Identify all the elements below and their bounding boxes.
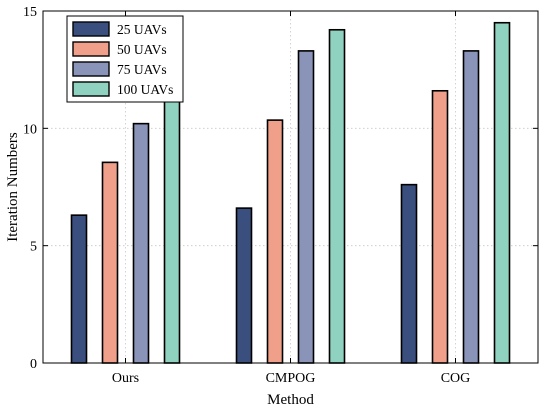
grid-lines xyxy=(43,11,538,363)
legend-label-50-uavs: 50 UAVs xyxy=(117,42,167,57)
bar-75-uavs-cog xyxy=(462,50,480,364)
legend-label-100-uavs: 100 UAVs xyxy=(117,82,173,97)
legend-label-75-uavs: 75 UAVs xyxy=(117,62,167,77)
legend-swatch-75-uavs xyxy=(72,61,110,77)
legend-swatch-50-uavs xyxy=(72,41,110,57)
bar-75-uavs-cmpog xyxy=(297,50,315,364)
axis-ticks: 0 5 10 15 Ours CMPOG COG xyxy=(23,5,538,386)
y-tick-label: 10 xyxy=(23,122,37,137)
bar-75-uavs-ours xyxy=(132,122,150,364)
bar-25-uavs-cmpog xyxy=(235,207,253,364)
legend-swatch-25-uavs xyxy=(72,21,110,37)
bar-100-uavs-ours xyxy=(163,97,181,364)
x-tick-label: COG xyxy=(441,371,471,386)
bar-25-uavs-cog xyxy=(400,183,418,364)
legend-swatch-100-uavs xyxy=(72,81,110,97)
bar-50-uavs-cog xyxy=(431,89,449,364)
bar-25-uavs-ours xyxy=(70,214,88,364)
x-tick-label: CMPOG xyxy=(266,371,316,386)
bar-100-uavs-cog xyxy=(493,21,511,364)
y-tick-label: 15 xyxy=(23,5,37,20)
bar-50-uavs-cmpog xyxy=(266,119,284,364)
legend: 25 UAVs 50 UAVs 75 UAVs 100 UAVs xyxy=(66,15,184,103)
bar-100-uavs-cmpog xyxy=(328,28,346,364)
y-tick-label: 0 xyxy=(30,357,37,372)
bar-50-uavs-ours xyxy=(101,161,119,364)
y-axis-label: Iteration Numbers xyxy=(5,132,21,242)
legend-label-25-uavs: 25 UAVs xyxy=(117,22,167,37)
bars xyxy=(70,21,511,364)
x-tick-label: Ours xyxy=(112,371,139,386)
x-axis-label: Method xyxy=(267,392,314,408)
y-tick-label: 5 xyxy=(30,240,37,255)
